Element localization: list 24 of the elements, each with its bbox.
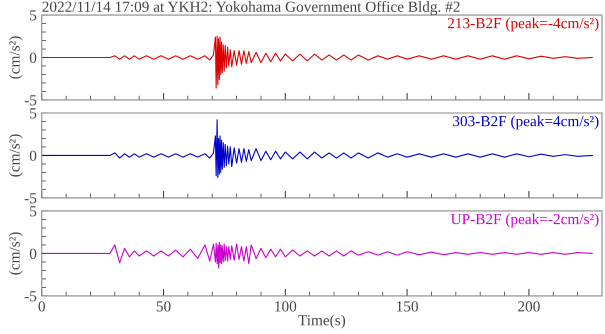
y-tick-label: 0 [30,150,36,161]
y-tick-label: 0 [30,52,36,63]
x-tick-label: 150 [397,301,418,312]
annotation: 303-B2F (peak=4cm/s²) [453,116,598,130]
y-tick-label: -5 [24,95,36,106]
x-tick-label: 50 [156,301,171,312]
x-tick-label: 100 [275,301,296,312]
x-tick-label: 0 [38,301,45,312]
x-axis-title: Time(s) [298,314,346,328]
line-series [42,36,593,89]
y-tick-label: 5 [30,10,36,20]
chart-title: 2022/11/14 17:09 at YKH2: Yokohama Government Office Bldg. #2 [42,0,460,16]
line-series [42,242,593,268]
y-tick-label: 0 [30,248,36,259]
y-tick-label: 5 [30,108,36,118]
annotation: 213-B2F (peak=-4cm/s²) [448,18,598,32]
y-axis-title: (cm/s²) [8,36,23,79]
y-tick-label: 5 [30,206,36,216]
y-tick-label: -5 [24,193,36,204]
y-axis-title: (cm/s²) [8,134,23,177]
y-tick-label: -5 [24,291,36,302]
y-axis-title: (cm/s²) [8,232,23,275]
annotation: UP-B2F (peak=-2cm/s²) [450,214,599,228]
x-tick-label: 200 [518,301,540,312]
